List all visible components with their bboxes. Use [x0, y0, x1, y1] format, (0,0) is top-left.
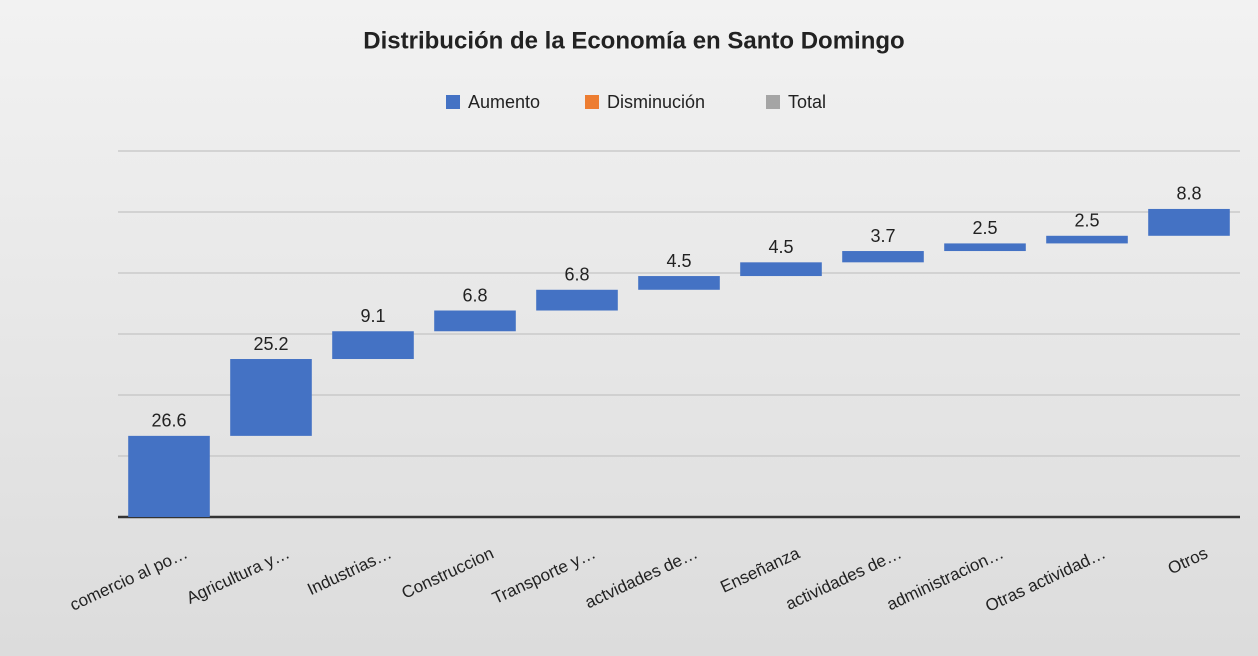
- bar: [434, 310, 516, 332]
- data-label: 25.2: [253, 334, 288, 354]
- data-label: 6.8: [564, 265, 589, 285]
- chart-title: Distribución de la Economía en Santo Dom…: [363, 27, 904, 54]
- bar: [944, 243, 1026, 252]
- data-label: 3.7: [870, 226, 895, 246]
- legend-swatch: [446, 95, 460, 109]
- bar: [740, 262, 822, 277]
- data-label: 4.5: [666, 251, 691, 271]
- data-label: 4.5: [768, 237, 793, 257]
- data-label: 2.5: [972, 218, 997, 238]
- bar: [638, 276, 720, 290]
- data-label: 8.8: [1176, 184, 1201, 204]
- bar: [842, 251, 924, 263]
- legend-swatch: [585, 95, 599, 109]
- bar: [128, 435, 210, 517]
- data-label: 2.5: [1074, 211, 1099, 231]
- legend-label: Total: [788, 92, 826, 112]
- legend-swatch: [766, 95, 780, 109]
- bar: [1046, 235, 1128, 244]
- data-label: 26.6: [151, 411, 186, 431]
- legend-label: Disminución: [607, 92, 705, 112]
- bar: [536, 289, 618, 311]
- data-label: 6.8: [462, 285, 487, 305]
- bar: [1148, 208, 1230, 236]
- legend-label: Aumento: [468, 92, 540, 112]
- bar: [332, 331, 414, 360]
- data-label: 9.1: [360, 306, 385, 326]
- bar: [230, 359, 312, 436]
